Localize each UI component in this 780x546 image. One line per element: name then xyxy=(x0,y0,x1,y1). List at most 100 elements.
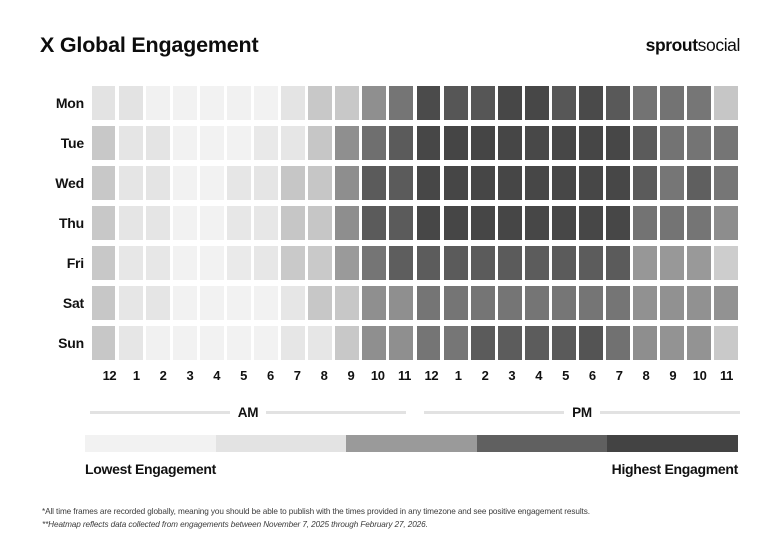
heatmap-cell[interactable] xyxy=(714,286,739,320)
heatmap-cell[interactable] xyxy=(335,86,360,120)
heatmap-cell[interactable] xyxy=(335,246,360,280)
heatmap-cell[interactable] xyxy=(714,126,739,160)
heatmap-cell[interactable] xyxy=(470,126,495,160)
heatmap-cell[interactable] xyxy=(497,326,522,360)
heatmap-cell[interactable] xyxy=(226,126,251,160)
heatmap-cell[interactable] xyxy=(714,246,739,280)
heatmap-cell[interactable] xyxy=(308,86,333,120)
heatmap-cell[interactable] xyxy=(633,206,658,240)
heatmap-cell[interactable] xyxy=(687,166,712,200)
heatmap-cell[interactable] xyxy=(335,166,360,200)
heatmap-cell[interactable] xyxy=(497,246,522,280)
heatmap-cell[interactable] xyxy=(524,326,549,360)
heatmap-cell[interactable] xyxy=(633,126,658,160)
heatmap-cell[interactable] xyxy=(551,326,576,360)
heatmap-cell[interactable] xyxy=(443,246,468,280)
heatmap-cell[interactable] xyxy=(389,286,414,320)
heatmap-cell[interactable] xyxy=(118,206,143,240)
heatmap-cell[interactable] xyxy=(470,166,495,200)
heatmap-cell[interactable] xyxy=(172,246,197,280)
heatmap-cell[interactable] xyxy=(660,86,685,120)
heatmap-cell[interactable] xyxy=(281,206,306,240)
heatmap-cell[interactable] xyxy=(443,326,468,360)
heatmap-cell[interactable] xyxy=(633,86,658,120)
heatmap-cell[interactable] xyxy=(470,206,495,240)
heatmap-cell[interactable] xyxy=(226,166,251,200)
heatmap-cell[interactable] xyxy=(497,166,522,200)
heatmap-cell[interactable] xyxy=(524,286,549,320)
heatmap-cell[interactable] xyxy=(199,166,224,200)
heatmap-cell[interactable] xyxy=(470,286,495,320)
heatmap-cell[interactable] xyxy=(714,206,739,240)
heatmap-cell[interactable] xyxy=(497,206,522,240)
heatmap-cell[interactable] xyxy=(362,86,387,120)
heatmap-cell[interactable] xyxy=(281,246,306,280)
heatmap-cell[interactable] xyxy=(551,166,576,200)
heatmap-cell[interactable] xyxy=(687,286,712,320)
heatmap-cell[interactable] xyxy=(714,326,739,360)
heatmap-cell[interactable] xyxy=(633,166,658,200)
heatmap-cell[interactable] xyxy=(416,246,441,280)
heatmap-cell[interactable] xyxy=(226,286,251,320)
heatmap-cell[interactable] xyxy=(254,126,278,160)
heatmap-cell[interactable] xyxy=(335,206,360,240)
heatmap-cell[interactable] xyxy=(443,166,468,200)
heatmap-cell[interactable] xyxy=(389,326,414,360)
heatmap-cell[interactable] xyxy=(226,86,251,120)
heatmap-cell[interactable] xyxy=(118,86,143,120)
heatmap-cell[interactable] xyxy=(281,286,306,320)
heatmap-cell[interactable] xyxy=(91,206,116,240)
heatmap-cell[interactable] xyxy=(606,286,630,320)
heatmap-cell[interactable] xyxy=(524,206,549,240)
heatmap-cell[interactable] xyxy=(606,246,630,280)
heatmap-cell[interactable] xyxy=(281,326,306,360)
heatmap-cell[interactable] xyxy=(579,326,603,360)
heatmap-cell[interactable] xyxy=(660,246,685,280)
heatmap-cell[interactable] xyxy=(416,286,441,320)
heatmap-cell[interactable] xyxy=(308,246,333,280)
heatmap-cell[interactable] xyxy=(226,246,251,280)
heatmap-cell[interactable] xyxy=(226,206,251,240)
heatmap-cell[interactable] xyxy=(443,206,468,240)
heatmap-cell[interactable] xyxy=(687,86,712,120)
heatmap-cell[interactable] xyxy=(199,86,224,120)
heatmap-cell[interactable] xyxy=(551,86,576,120)
heatmap-cell[interactable] xyxy=(443,86,468,120)
heatmap-cell[interactable] xyxy=(308,326,333,360)
heatmap-cell[interactable] xyxy=(226,326,251,360)
heatmap-cell[interactable] xyxy=(335,286,360,320)
heatmap-cell[interactable] xyxy=(172,86,197,120)
heatmap-cell[interactable] xyxy=(633,246,658,280)
heatmap-cell[interactable] xyxy=(281,166,306,200)
heatmap-cell[interactable] xyxy=(362,126,387,160)
heatmap-cell[interactable] xyxy=(606,126,630,160)
heatmap-cell[interactable] xyxy=(579,286,603,320)
heatmap-cell[interactable] xyxy=(660,326,685,360)
heatmap-cell[interactable] xyxy=(199,206,224,240)
heatmap-cell[interactable] xyxy=(470,246,495,280)
heatmap-cell[interactable] xyxy=(308,166,333,200)
heatmap-cell[interactable] xyxy=(416,206,441,240)
heatmap-cell[interactable] xyxy=(91,326,116,360)
heatmap-cell[interactable] xyxy=(172,206,197,240)
heatmap-cell[interactable] xyxy=(443,126,468,160)
heatmap-cell[interactable] xyxy=(633,326,658,360)
heatmap-cell[interactable] xyxy=(579,246,603,280)
heatmap-cell[interactable] xyxy=(145,126,170,160)
heatmap-cell[interactable] xyxy=(687,206,712,240)
heatmap-cell[interactable] xyxy=(579,166,603,200)
heatmap-cell[interactable] xyxy=(362,326,387,360)
heatmap-cell[interactable] xyxy=(362,286,387,320)
heatmap-cell[interactable] xyxy=(687,246,712,280)
heatmap-cell[interactable] xyxy=(497,286,522,320)
heatmap-cell[interactable] xyxy=(172,166,197,200)
heatmap-cell[interactable] xyxy=(714,86,739,120)
heatmap-cell[interactable] xyxy=(362,246,387,280)
heatmap-cell[interactable] xyxy=(389,166,414,200)
heatmap-cell[interactable] xyxy=(91,86,116,120)
heatmap-cell[interactable] xyxy=(416,86,441,120)
heatmap-cell[interactable] xyxy=(91,166,116,200)
heatmap-cell[interactable] xyxy=(606,86,630,120)
heatmap-cell[interactable] xyxy=(199,286,224,320)
heatmap-cell[interactable] xyxy=(687,126,712,160)
